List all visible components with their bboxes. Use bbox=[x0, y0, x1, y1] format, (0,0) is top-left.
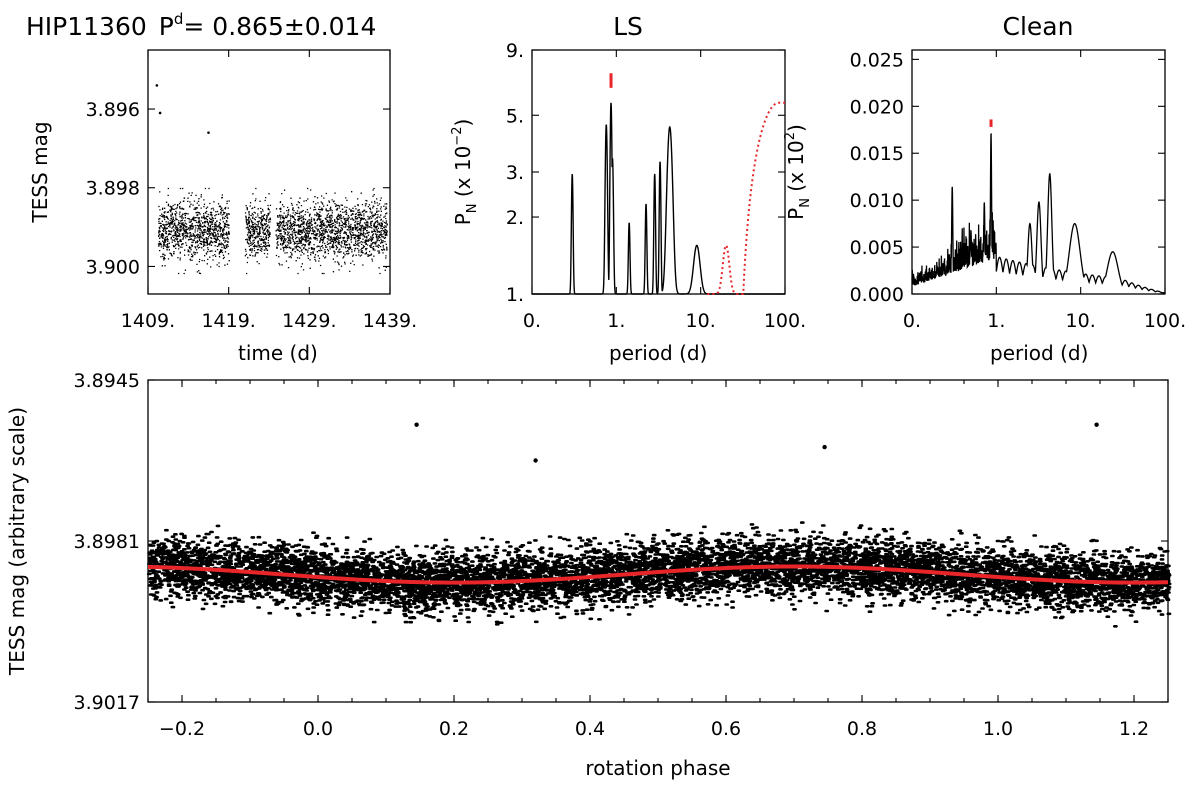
ls-ytick-label: 3. bbox=[506, 162, 524, 184]
clean-title: Clean bbox=[1003, 12, 1074, 41]
phased-xlabel: rotation phase bbox=[585, 756, 730, 780]
ls-xtick-label: 100. bbox=[764, 310, 806, 332]
clean-xtick-label: 100. bbox=[1144, 310, 1186, 332]
clean-xtick-label: 1. bbox=[987, 310, 1005, 332]
ls-ytick-label: 2. bbox=[506, 207, 524, 229]
ls-panel: LS period (d) PN (x 10−2) 0. 1. 10. 100. 1. 2… bbox=[450, 12, 806, 365]
title-period-value: = 0.865±0.014 bbox=[183, 12, 376, 41]
phased-xtick-label: 0.2 bbox=[439, 718, 469, 740]
ls-title: LS bbox=[613, 12, 643, 41]
phased-ylabel: TESS mag (arbitrary scale) bbox=[5, 407, 29, 676]
ls-xlabel: period (d) bbox=[609, 341, 707, 365]
clean-ytick-label: 0.020 bbox=[850, 96, 904, 118]
phased-xtick-label: 1.0 bbox=[983, 718, 1013, 740]
lightcurve-xtick-label: 1409. bbox=[121, 310, 175, 332]
clean-ytick-label: 0.005 bbox=[850, 237, 904, 259]
ls-ytick-label: 9. bbox=[506, 40, 524, 62]
title-period-symbol: P bbox=[159, 12, 174, 41]
phased-xtick-label: 0.0 bbox=[303, 718, 333, 740]
phased-xtick-label: 1.2 bbox=[1119, 718, 1149, 740]
ls-xtick-label: 10. bbox=[686, 310, 716, 332]
title-star: HIP11360 bbox=[26, 12, 147, 41]
phased-ytick-label: 3.9017 bbox=[74, 692, 140, 714]
clean-periodogram-line bbox=[911, 132, 1166, 294]
ls-xtick-label: 0. bbox=[523, 310, 541, 332]
phased-panel: rotation phase TESS mag (arbitrary scale… bbox=[5, 370, 1172, 780]
phased-outlier bbox=[1094, 422, 1099, 427]
clean-ytick-label: 0.000 bbox=[850, 284, 904, 306]
clean-xtick-label: 0. bbox=[903, 310, 921, 332]
lightcurve-xtick-label: 1439. bbox=[363, 310, 417, 332]
figure-title: HIP11360 Pd= 0.865±0.014 bbox=[26, 10, 376, 41]
lightcurve-xtick-label: 1429. bbox=[282, 310, 336, 332]
lightcurve-outlier bbox=[155, 84, 159, 87]
phased-outlier bbox=[414, 422, 419, 427]
ls-periodogram-line bbox=[532, 102, 785, 295]
lightcurve-ytick-label: 3.896 bbox=[86, 99, 140, 121]
phased-xtick-label: 0.8 bbox=[847, 718, 877, 740]
clean-ytick-label: 0.025 bbox=[850, 49, 904, 71]
phased-ytick-label: 3.8981 bbox=[74, 531, 140, 553]
clean-frame bbox=[911, 49, 1166, 295]
clean-ytick-label: 0.015 bbox=[850, 143, 904, 165]
phased-fit-line bbox=[147, 564, 1169, 585]
phased-xtick-label: −0.2 bbox=[159, 718, 205, 740]
phased-xtick-label: 0.4 bbox=[575, 718, 605, 740]
title-period-sup: d bbox=[174, 10, 184, 28]
lightcurve-ylabel: TESS mag bbox=[28, 121, 52, 223]
clean-ylabel: PN (x 102) bbox=[783, 124, 813, 220]
phased-outlier bbox=[533, 458, 538, 463]
lightcurve-ytick-label: 3.900 bbox=[86, 256, 140, 278]
lightcurve-xlabel: time (d) bbox=[238, 341, 318, 365]
lightcurve-frame bbox=[147, 49, 391, 295]
ls-xtick-label: 1. bbox=[607, 310, 625, 332]
clean-panel: Clean period (d) PN (x 102) 0. 1. 10. 100. 0… bbox=[783, 12, 1186, 365]
lightcurve-outlier bbox=[158, 111, 162, 115]
lightcurve-ytick-label: 3.898 bbox=[86, 178, 140, 200]
phased-xtick-label: 0.6 bbox=[711, 718, 741, 740]
clean-xlabel: period (d) bbox=[990, 341, 1088, 365]
phased-ytick-label: 3.8945 bbox=[74, 370, 140, 392]
ls-ylabel: PN (x 10−2) bbox=[450, 119, 480, 226]
ls-window-function bbox=[707, 101, 785, 295]
lightcurve-xtick-label: 1419. bbox=[201, 310, 255, 332]
ls-ytick-label: 5. bbox=[506, 105, 524, 127]
phased-outlier bbox=[822, 444, 827, 450]
clean-xtick-label: 10. bbox=[1066, 310, 1096, 332]
clean-ytick-label: 0.010 bbox=[850, 190, 904, 212]
lightcurve-points bbox=[157, 187, 388, 275]
ls-ytick-label: 1. bbox=[506, 284, 524, 306]
lightcurve-panel: time (d) TESS mag 1409. 1419. 1429. 1439. 3.… bbox=[28, 49, 417, 365]
lightcurve-outlier bbox=[207, 131, 210, 134]
